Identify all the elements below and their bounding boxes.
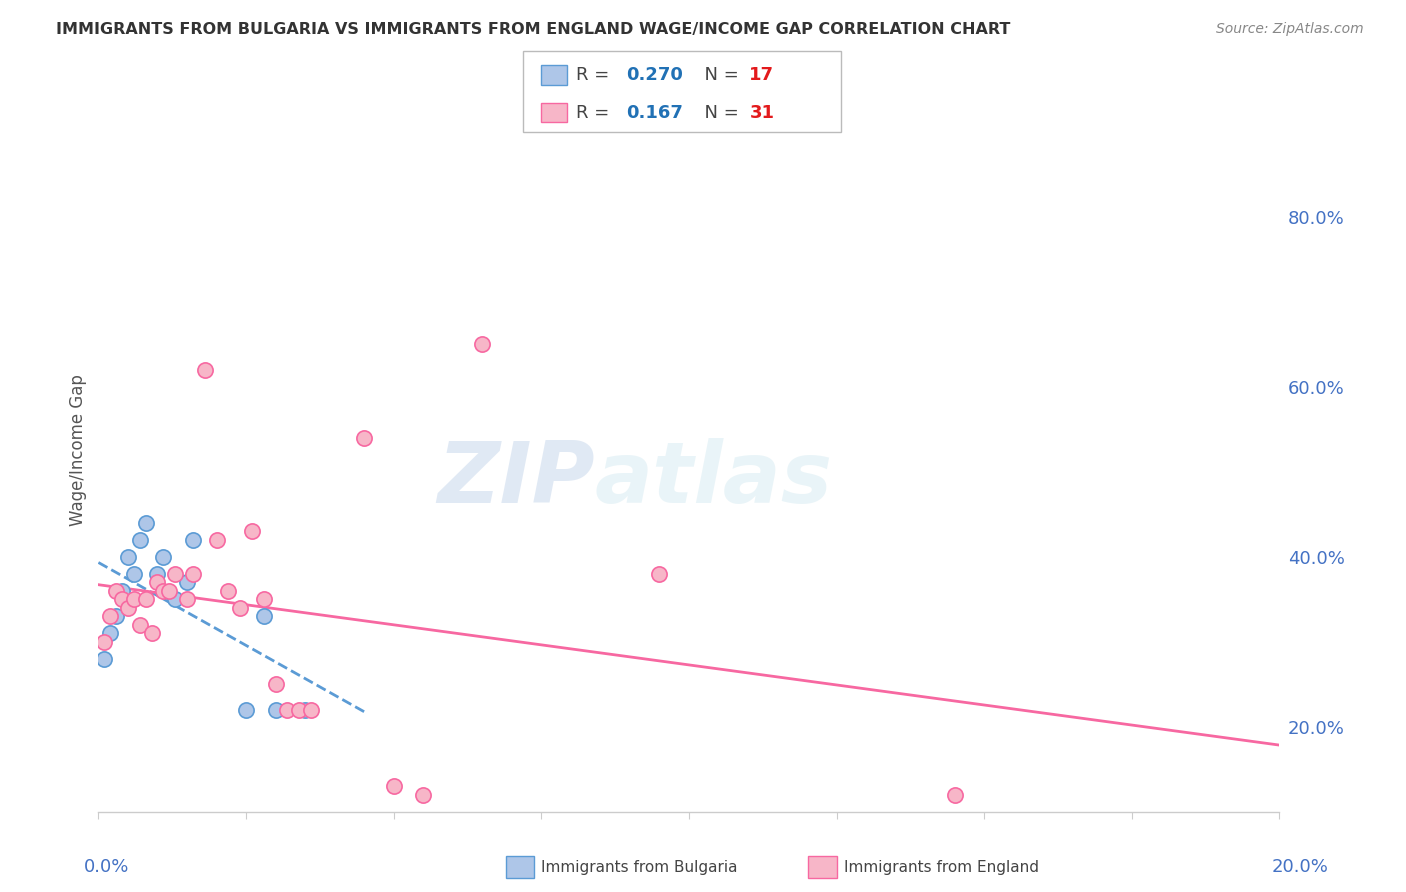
Point xyxy=(943,788,966,802)
Point xyxy=(105,583,128,598)
Point xyxy=(181,566,204,581)
Text: IMMIGRANTS FROM BULGARIA VS IMMIGRANTS FROM ENGLAND WAGE/INCOME GAP CORRELATION : IMMIGRANTS FROM BULGARIA VS IMMIGRANTS F… xyxy=(56,22,1011,37)
Point xyxy=(152,549,174,564)
Point xyxy=(135,592,157,607)
Text: 17: 17 xyxy=(749,66,775,84)
Y-axis label: Wage/Income Gap: Wage/Income Gap xyxy=(69,375,87,526)
Text: ZIP: ZIP xyxy=(437,438,595,521)
Point xyxy=(128,617,150,632)
Point xyxy=(240,524,263,539)
Point xyxy=(93,651,115,665)
Text: Source: ZipAtlas.com: Source: ZipAtlas.com xyxy=(1216,22,1364,37)
Point xyxy=(98,626,121,640)
Point xyxy=(117,549,139,564)
Point xyxy=(176,575,198,590)
Point xyxy=(152,583,174,598)
Point xyxy=(229,600,252,615)
Point xyxy=(217,583,239,598)
Point xyxy=(117,600,139,615)
Point xyxy=(648,566,671,581)
Point xyxy=(93,634,115,648)
Text: 20.0%: 20.0% xyxy=(1272,858,1329,876)
Point xyxy=(146,575,169,590)
Point xyxy=(165,566,187,581)
Point xyxy=(135,516,157,530)
Text: N =: N = xyxy=(693,103,745,121)
Text: R =: R = xyxy=(576,66,616,84)
Point xyxy=(471,337,494,351)
Point xyxy=(412,788,434,802)
Point xyxy=(205,533,228,547)
Point xyxy=(264,677,287,691)
Point xyxy=(235,703,257,717)
Point xyxy=(253,592,276,607)
Text: Immigrants from Bulgaria: Immigrants from Bulgaria xyxy=(541,860,738,874)
Point xyxy=(122,592,145,607)
Text: 0.167: 0.167 xyxy=(626,103,682,121)
Point xyxy=(382,779,405,793)
Point xyxy=(165,592,187,607)
Point xyxy=(176,592,198,607)
Text: 0.270: 0.270 xyxy=(626,66,682,84)
Point xyxy=(146,566,169,581)
Point xyxy=(122,566,145,581)
Text: atlas: atlas xyxy=(595,438,832,521)
Point xyxy=(111,592,134,607)
Point xyxy=(105,609,128,624)
Text: Immigrants from England: Immigrants from England xyxy=(844,860,1039,874)
Text: 0.0%: 0.0% xyxy=(84,858,129,876)
Point xyxy=(181,533,204,547)
Point xyxy=(128,533,150,547)
Point xyxy=(264,703,287,717)
Text: 31: 31 xyxy=(749,103,775,121)
Point xyxy=(194,362,217,376)
Point xyxy=(294,703,316,717)
Text: N =: N = xyxy=(693,66,745,84)
Point xyxy=(288,703,311,717)
Text: R =: R = xyxy=(576,103,616,121)
Point xyxy=(98,609,121,624)
Point xyxy=(276,703,298,717)
Point xyxy=(353,431,375,445)
Point xyxy=(157,583,180,598)
Point xyxy=(141,626,163,640)
Point xyxy=(299,703,322,717)
Point xyxy=(253,609,276,624)
Point xyxy=(111,583,134,598)
